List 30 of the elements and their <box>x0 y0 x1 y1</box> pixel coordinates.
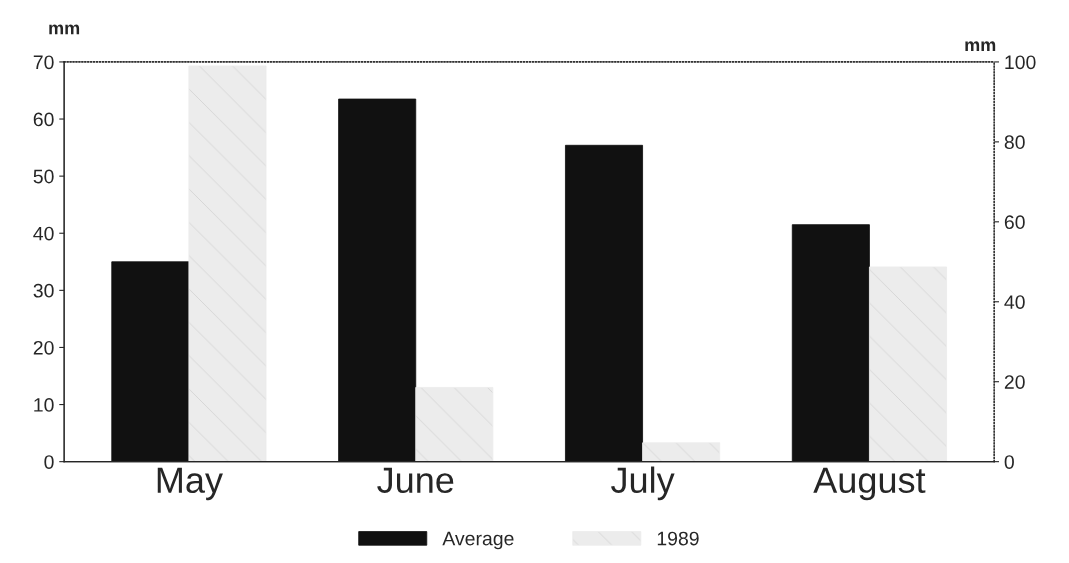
x-tick-label: May <box>157 467 223 501</box>
y2-tick-label: 80 <box>1004 135 1025 150</box>
bar <box>188 65 267 462</box>
y-tick-label: 10 <box>34 398 54 412</box>
y2-axis-title: mm <box>965 41 996 52</box>
x-tick-label: August <box>813 467 926 501</box>
y-axis-title: mm <box>49 24 80 35</box>
legend-label: 1989 <box>657 531 699 546</box>
y2-tick-label: 20 <box>1004 375 1025 389</box>
x-tick-label: June <box>377 467 454 494</box>
y-tick-label: 60 <box>33 112 54 127</box>
x-tick-label: July <box>611 466 675 501</box>
y2-tick-label: 100 <box>1005 55 1036 70</box>
bar <box>642 442 721 462</box>
y-tick-label: 50 <box>33 169 54 184</box>
y2-tick-label: 0 <box>1004 455 1014 469</box>
bar <box>868 266 947 462</box>
bar <box>111 261 190 462</box>
y-tick-label: 40 <box>33 226 54 241</box>
y2-tick-label: 40 <box>1004 295 1025 310</box>
legend-label: Average <box>442 531 514 550</box>
y-tick-label: 70 <box>33 55 54 70</box>
y-tick-label: 0 <box>44 455 54 469</box>
bar <box>415 387 494 462</box>
bar <box>791 224 870 462</box>
y-tick-label: 20 <box>33 340 54 355</box>
y2-tick-label: 60 <box>1004 215 1025 230</box>
bar <box>338 98 417 462</box>
bar <box>565 144 643 462</box>
y-tick-label: 30 <box>33 283 54 298</box>
